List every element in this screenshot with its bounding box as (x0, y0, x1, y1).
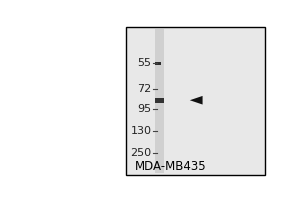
Bar (155, 29, 164, 173)
Text: 130: 130 (130, 126, 152, 136)
Bar (155, 98, 164, 103)
Bar (155, 62, 161, 65)
Polygon shape (190, 96, 203, 105)
Text: 250: 250 (130, 148, 152, 158)
Bar (126, 27, 266, 175)
Text: 55: 55 (137, 58, 152, 68)
Text: 72: 72 (137, 84, 152, 94)
Text: MDA-MB435: MDA-MB435 (135, 160, 207, 173)
Text: 95: 95 (137, 104, 152, 114)
